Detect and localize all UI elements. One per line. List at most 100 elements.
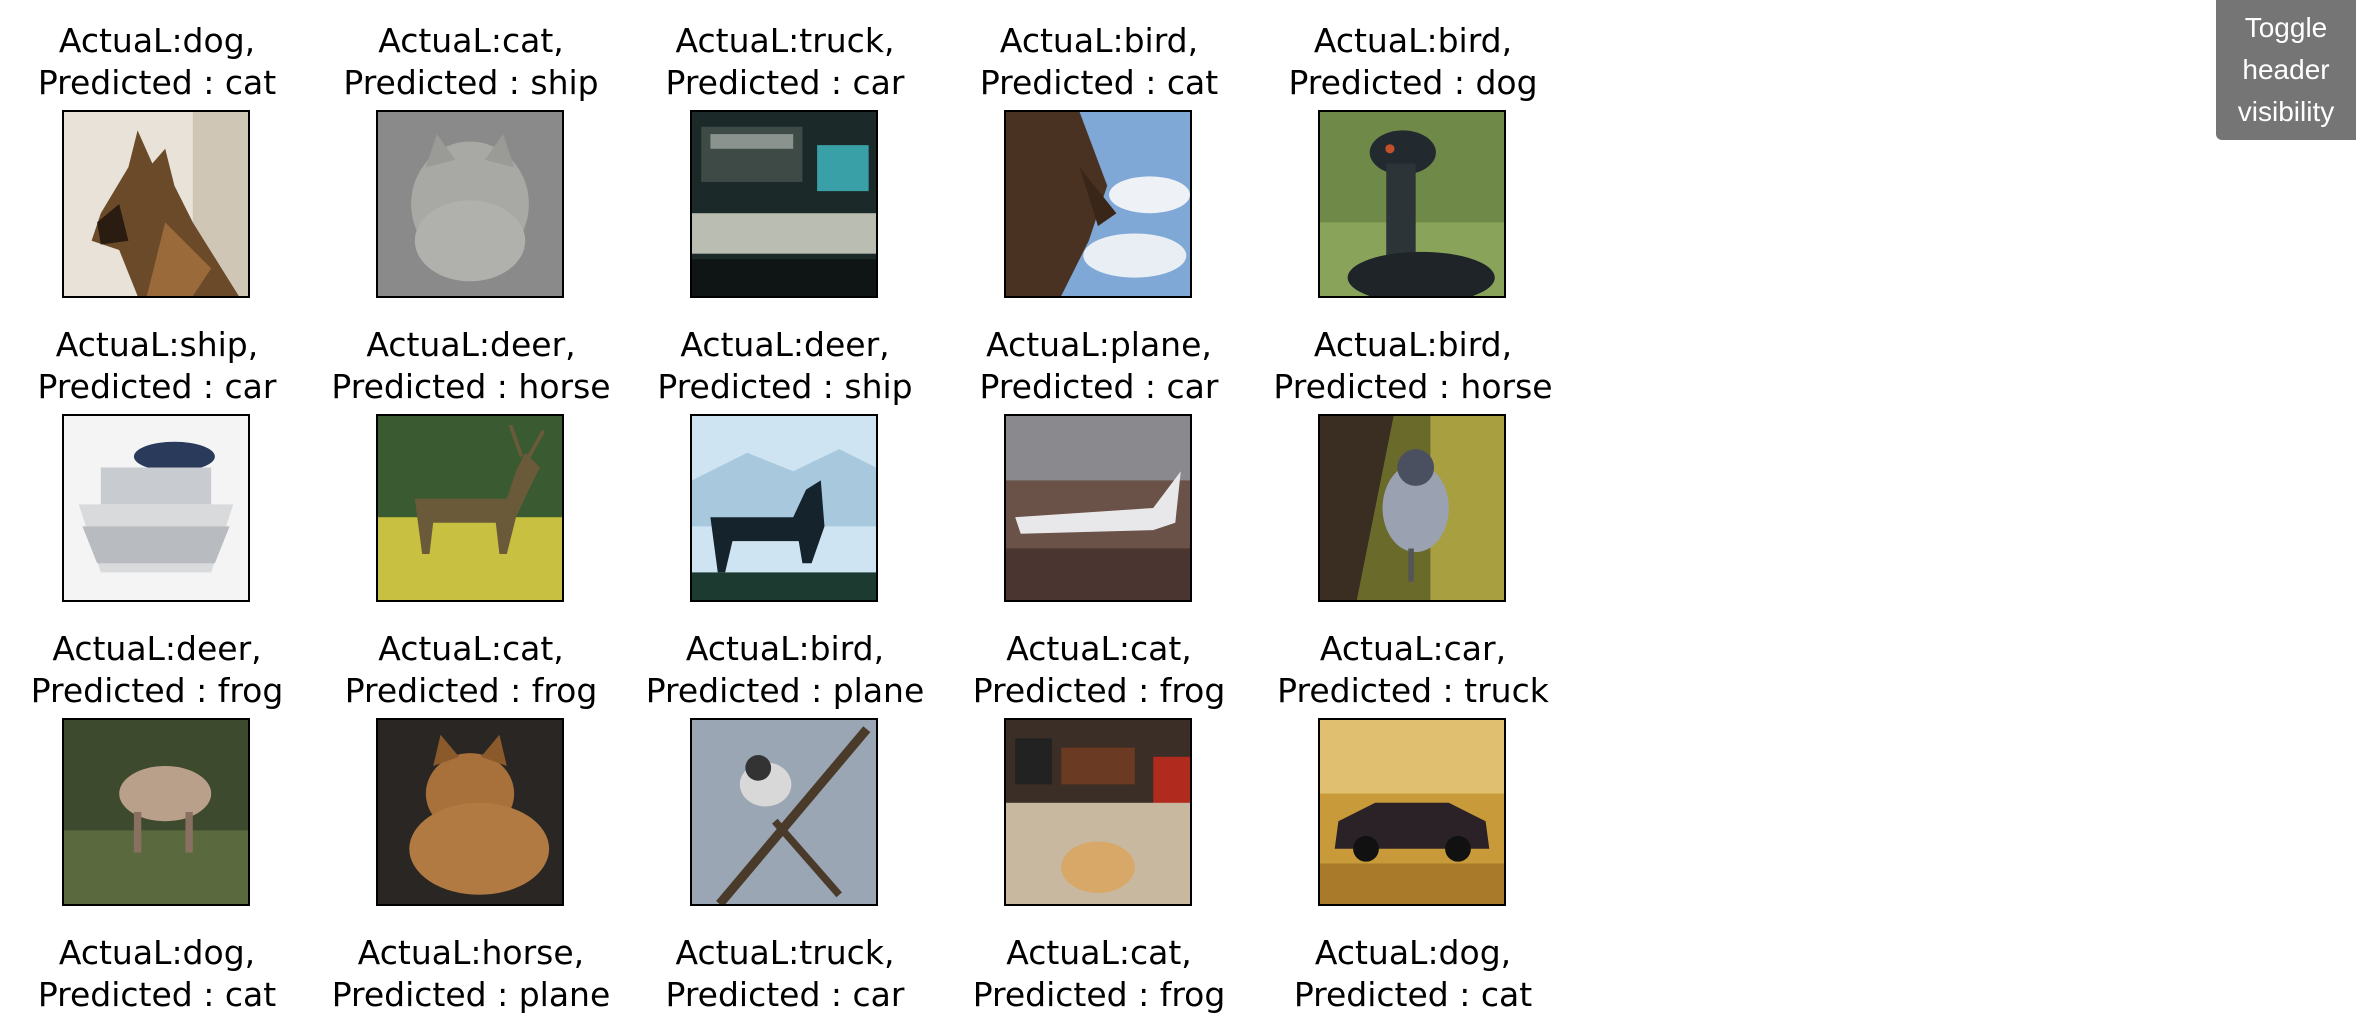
cell-caption: ActuaL:truck, Predicted : car: [628, 932, 942, 1016]
result-cell: ActuaL:ship, Predicted : car: [0, 324, 314, 602]
result-cell: ActuaL:dog, Predicted : cat: [0, 20, 314, 298]
actual-label: ActuaL:cat,: [378, 629, 564, 668]
actual-label: ActuaL:bird,: [685, 629, 885, 668]
predicted-label: Predicted : ship: [657, 367, 913, 406]
boat-image: [62, 414, 250, 602]
result-cell: ActuaL:bird, Predicted : plane: [628, 628, 942, 906]
predicted-label: Predicted : dog: [1288, 63, 1538, 102]
predicted-label: Predicted : frog: [972, 975, 1226, 1014]
result-cell: ActuaL:dog, Predicted : cat: [1256, 932, 1570, 1016]
actual-label: ActuaL:horse,: [357, 933, 585, 972]
actual-label: ActuaL:bird,: [999, 21, 1199, 60]
actual-label: ActuaL:ship,: [55, 325, 259, 364]
deer-image: [62, 718, 250, 906]
prediction-grid: ActuaL:dog, Predicted : cat ActuaL:cat, …: [0, 20, 1553, 1016]
actual-label: ActuaL:truck,: [675, 933, 895, 972]
result-cell: ActuaL:truck, Predicted : car: [628, 20, 942, 298]
bird-image: [1318, 414, 1506, 602]
actual-label: ActuaL:deer,: [52, 629, 262, 668]
cell-caption: ActuaL:plane, Predicted : car: [942, 324, 1256, 408]
predicted-label: Predicted : horse: [331, 367, 611, 406]
deer-image: [376, 414, 564, 602]
bird-image: [1004, 110, 1192, 298]
result-cell: ActuaL:dog, Predicted : cat: [0, 932, 314, 1016]
predicted-label: Predicted : frog: [972, 671, 1226, 710]
actual-label: ActuaL:deer,: [680, 325, 890, 364]
predicted-label: Predicted : frog: [344, 671, 598, 710]
predicted-label: Predicted : car: [979, 367, 1219, 406]
cell-caption: ActuaL:cat, Predicted : frog: [314, 628, 628, 712]
bird-image: [690, 718, 878, 906]
cell-caption: ActuaL:dog, Predicted : cat: [0, 932, 314, 1016]
cell-caption: ActuaL:ship, Predicted : car: [0, 324, 314, 408]
deer-image: [690, 414, 878, 602]
actual-label: ActuaL:plane,: [986, 325, 1212, 364]
cell-caption: ActuaL:bird, Predicted : dog: [1256, 20, 1570, 104]
result-cell: ActuaL:deer, Predicted : frog: [0, 628, 314, 906]
result-cell: ActuaL:deer, Predicted : ship: [628, 324, 942, 602]
dog-image: [62, 110, 250, 298]
result-cell: ActuaL:cat, Predicted : frog: [314, 628, 628, 906]
result-cell: ActuaL:car, Predicted : truck: [1256, 628, 1570, 906]
actual-label: ActuaL:deer,: [366, 325, 576, 364]
actual-label: ActuaL:cat,: [1006, 933, 1192, 972]
truck-image: [690, 110, 878, 298]
predicted-label: Predicted : frog: [30, 671, 284, 710]
actual-label: ActuaL:dog,: [58, 933, 256, 972]
cell-caption: ActuaL:deer, Predicted : ship: [628, 324, 942, 408]
cell-caption: ActuaL:car, Predicted : truck: [1256, 628, 1570, 712]
car-image: [1318, 718, 1506, 906]
predicted-label: Predicted : car: [37, 367, 277, 406]
cat-image: [1004, 718, 1192, 906]
result-cell: ActuaL:horse, Predicted : plane: [314, 932, 628, 1016]
cell-caption: ActuaL:deer, Predicted : horse: [314, 324, 628, 408]
predicted-label: Predicted : cat: [37, 975, 277, 1014]
result-cell: ActuaL:bird, Predicted : horse: [1256, 324, 1570, 602]
predicted-label: Predicted : car: [665, 63, 905, 102]
cat-image: [376, 110, 564, 298]
result-cell: ActuaL:cat, Predicted : ship: [314, 20, 628, 298]
cell-caption: ActuaL:cat, Predicted : frog: [942, 932, 1256, 1016]
predicted-label: Predicted : plane: [331, 975, 611, 1014]
cell-caption: ActuaL:truck, Predicted : car: [628, 20, 942, 104]
actual-label: ActuaL:bird,: [1313, 21, 1513, 60]
predicted-label: Predicted : cat: [979, 63, 1219, 102]
cell-caption: ActuaL:deer, Predicted : frog: [0, 628, 314, 712]
cell-caption: ActuaL:dog, Predicted : cat: [1256, 932, 1570, 1016]
predicted-label: Predicted : cat: [37, 63, 277, 102]
result-cell: ActuaL:bird, Predicted : cat: [942, 20, 1256, 298]
emu-image: [1318, 110, 1506, 298]
cell-caption: ActuaL:bird, Predicted : plane: [628, 628, 942, 712]
cell-caption: ActuaL:dog, Predicted : cat: [0, 20, 314, 104]
actual-label: ActuaL:cat,: [1006, 629, 1192, 668]
toggle-label-line: visibility: [2237, 96, 2335, 127]
result-cell: ActuaL:deer, Predicted : horse: [314, 324, 628, 602]
cell-caption: ActuaL:cat, Predicted : ship: [314, 20, 628, 104]
cell-caption: ActuaL:horse, Predicted : plane: [314, 932, 628, 1016]
predicted-label: Predicted : car: [665, 975, 905, 1014]
cat-image: [376, 718, 564, 906]
predicted-label: Predicted : cat: [1293, 975, 1533, 1014]
result-cell: ActuaL:bird, Predicted : dog: [1256, 20, 1570, 298]
cell-caption: ActuaL:cat, Predicted : frog: [942, 628, 1256, 712]
result-cell: ActuaL:plane, Predicted : car: [942, 324, 1256, 602]
actual-label: ActuaL:car,: [1319, 629, 1507, 668]
actual-label: ActuaL:bird,: [1313, 325, 1513, 364]
predicted-label: Predicted : ship: [343, 63, 599, 102]
actual-label: ActuaL:dog,: [58, 21, 256, 60]
actual-label: ActuaL:dog,: [1314, 933, 1512, 972]
toggle-header-button[interactable]: Toggle header visibility: [2216, 0, 2356, 140]
toggle-label-line: header: [2242, 54, 2330, 85]
predicted-label: Predicted : truck: [1277, 671, 1549, 710]
toggle-label-line: Toggle: [2244, 12, 2328, 43]
cell-caption: ActuaL:bird, Predicted : cat: [942, 20, 1256, 104]
predicted-label: Predicted : horse: [1273, 367, 1553, 406]
result-cell: ActuaL:cat, Predicted : frog: [942, 628, 1256, 906]
cell-caption: ActuaL:bird, Predicted : horse: [1256, 324, 1570, 408]
plane-image: [1004, 414, 1192, 602]
result-cell: ActuaL:cat, Predicted : frog: [942, 932, 1256, 1016]
result-cell: ActuaL:truck, Predicted : car: [628, 932, 942, 1016]
actual-label: ActuaL:truck,: [675, 21, 895, 60]
predicted-label: Predicted : plane: [645, 671, 925, 710]
actual-label: ActuaL:cat,: [378, 21, 564, 60]
